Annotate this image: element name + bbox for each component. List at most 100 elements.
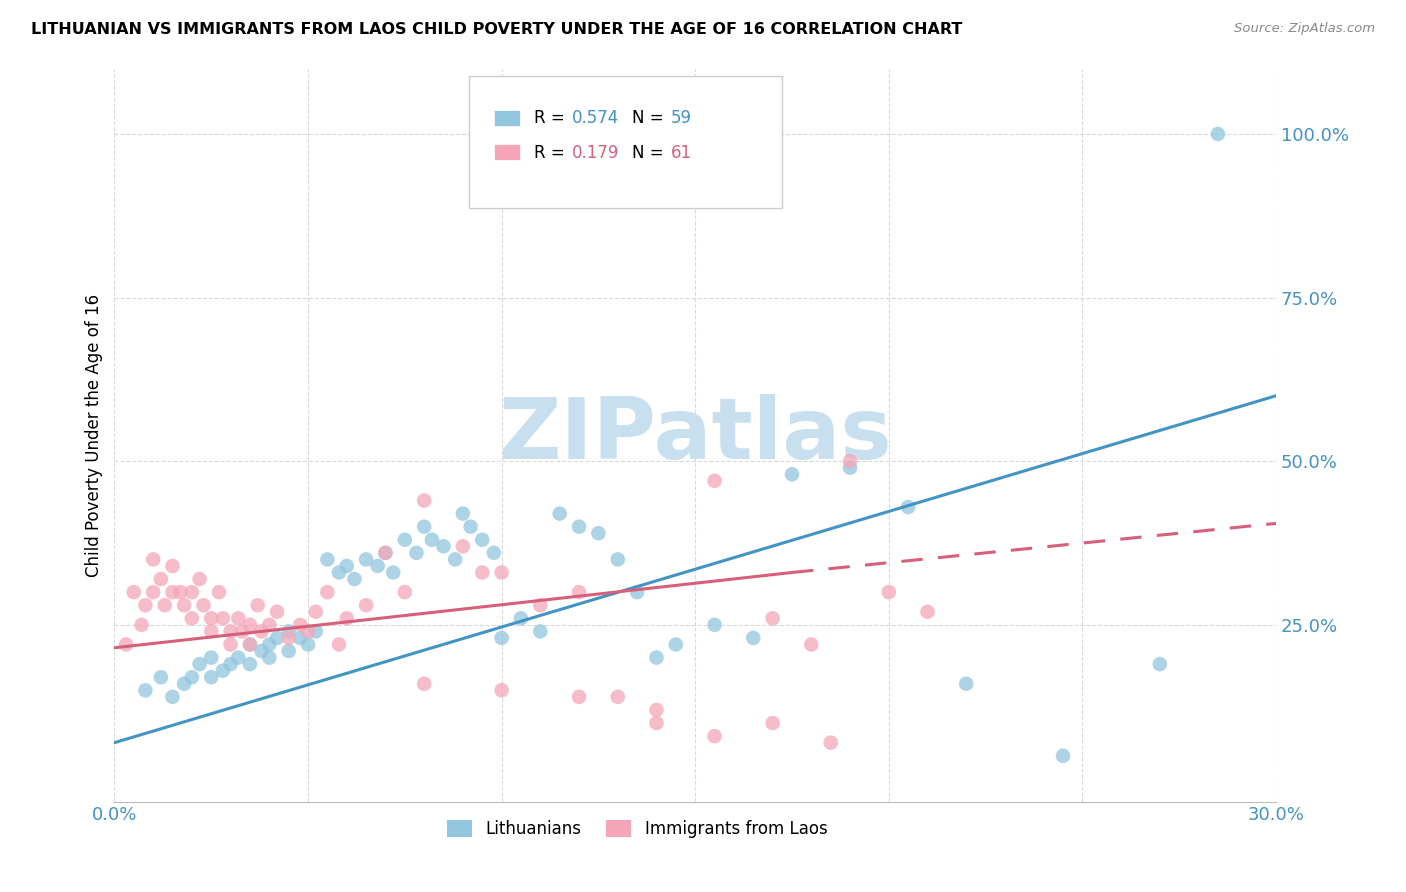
Point bbox=[413, 677, 436, 691]
Point bbox=[328, 638, 350, 652]
Point bbox=[188, 657, 211, 672]
Point bbox=[703, 618, 725, 632]
Point bbox=[762, 611, 785, 625]
Point bbox=[259, 618, 281, 632]
Point bbox=[259, 650, 281, 665]
Point bbox=[1149, 657, 1171, 672]
Point bbox=[645, 703, 668, 717]
Point bbox=[180, 670, 202, 684]
Point bbox=[394, 585, 416, 599]
Point bbox=[193, 598, 215, 612]
FancyBboxPatch shape bbox=[495, 144, 520, 161]
Point bbox=[239, 638, 262, 652]
Point bbox=[169, 585, 191, 599]
Point bbox=[200, 624, 222, 639]
Text: Source: ZipAtlas.com: Source: ZipAtlas.com bbox=[1234, 22, 1375, 36]
Point bbox=[219, 638, 242, 652]
Point bbox=[762, 716, 785, 731]
Point bbox=[149, 572, 172, 586]
Point bbox=[645, 716, 668, 731]
Text: LITHUANIAN VS IMMIGRANTS FROM LAOS CHILD POVERTY UNDER THE AGE OF 16 CORRELATION: LITHUANIAN VS IMMIGRANTS FROM LAOS CHILD… bbox=[31, 22, 962, 37]
Point bbox=[420, 533, 443, 547]
Point bbox=[250, 624, 273, 639]
Point bbox=[877, 585, 900, 599]
Point bbox=[208, 585, 231, 599]
Point bbox=[471, 533, 494, 547]
Point bbox=[290, 618, 312, 632]
Point bbox=[277, 644, 299, 658]
Point bbox=[142, 585, 165, 599]
Point bbox=[316, 552, 339, 566]
Point bbox=[780, 467, 803, 482]
Point bbox=[529, 624, 551, 639]
Point bbox=[548, 507, 571, 521]
Point bbox=[820, 736, 842, 750]
Point bbox=[491, 683, 513, 698]
Text: N =: N = bbox=[633, 144, 669, 161]
Text: R =: R = bbox=[534, 110, 569, 128]
Point bbox=[131, 618, 153, 632]
Point bbox=[200, 650, 222, 665]
Point bbox=[568, 690, 591, 704]
Point bbox=[231, 624, 253, 639]
Point bbox=[180, 611, 202, 625]
Point bbox=[266, 605, 288, 619]
Point bbox=[226, 650, 249, 665]
Point bbox=[115, 638, 138, 652]
FancyBboxPatch shape bbox=[495, 110, 520, 126]
Point bbox=[336, 558, 359, 573]
Point bbox=[354, 598, 377, 612]
Text: ZIPatlas: ZIPatlas bbox=[498, 393, 891, 476]
FancyBboxPatch shape bbox=[468, 76, 782, 208]
Point bbox=[134, 598, 156, 612]
Text: R =: R = bbox=[534, 144, 569, 161]
Point bbox=[297, 624, 319, 639]
Point bbox=[703, 474, 725, 488]
Point bbox=[354, 552, 377, 566]
Legend: Lithuanians, Immigrants from Laos: Lithuanians, Immigrants from Laos bbox=[440, 813, 834, 845]
Point bbox=[277, 631, 299, 645]
Point bbox=[510, 611, 533, 625]
Point bbox=[413, 493, 436, 508]
Point bbox=[134, 683, 156, 698]
Point bbox=[173, 677, 195, 691]
Point bbox=[250, 644, 273, 658]
Point bbox=[297, 638, 319, 652]
Text: 61: 61 bbox=[671, 144, 692, 161]
Point bbox=[239, 618, 262, 632]
Point bbox=[211, 664, 233, 678]
Point bbox=[568, 519, 591, 533]
Point bbox=[491, 566, 513, 580]
Point bbox=[742, 631, 765, 645]
Point bbox=[219, 657, 242, 672]
Y-axis label: Child Poverty Under the Age of 16: Child Poverty Under the Age of 16 bbox=[86, 293, 103, 576]
Point bbox=[246, 598, 269, 612]
Point bbox=[239, 657, 262, 672]
Text: 0.574: 0.574 bbox=[572, 110, 619, 128]
Point bbox=[336, 611, 359, 625]
Point bbox=[471, 566, 494, 580]
Point bbox=[394, 533, 416, 547]
Point bbox=[162, 585, 184, 599]
Text: 0.179: 0.179 bbox=[572, 144, 620, 161]
Text: N =: N = bbox=[633, 110, 669, 128]
Point bbox=[305, 605, 328, 619]
Point bbox=[460, 519, 482, 533]
Point bbox=[1206, 127, 1229, 141]
Point bbox=[149, 670, 172, 684]
Point bbox=[153, 598, 176, 612]
Point bbox=[703, 729, 725, 743]
Point bbox=[328, 566, 350, 580]
Point bbox=[374, 546, 396, 560]
Point bbox=[839, 460, 862, 475]
Point bbox=[413, 519, 436, 533]
Point bbox=[188, 572, 211, 586]
Point bbox=[1052, 748, 1074, 763]
Point bbox=[277, 624, 299, 639]
Point bbox=[451, 507, 474, 521]
Point bbox=[219, 624, 242, 639]
Point bbox=[180, 585, 202, 599]
Text: 59: 59 bbox=[671, 110, 692, 128]
Point bbox=[839, 454, 862, 468]
Point bbox=[211, 611, 233, 625]
